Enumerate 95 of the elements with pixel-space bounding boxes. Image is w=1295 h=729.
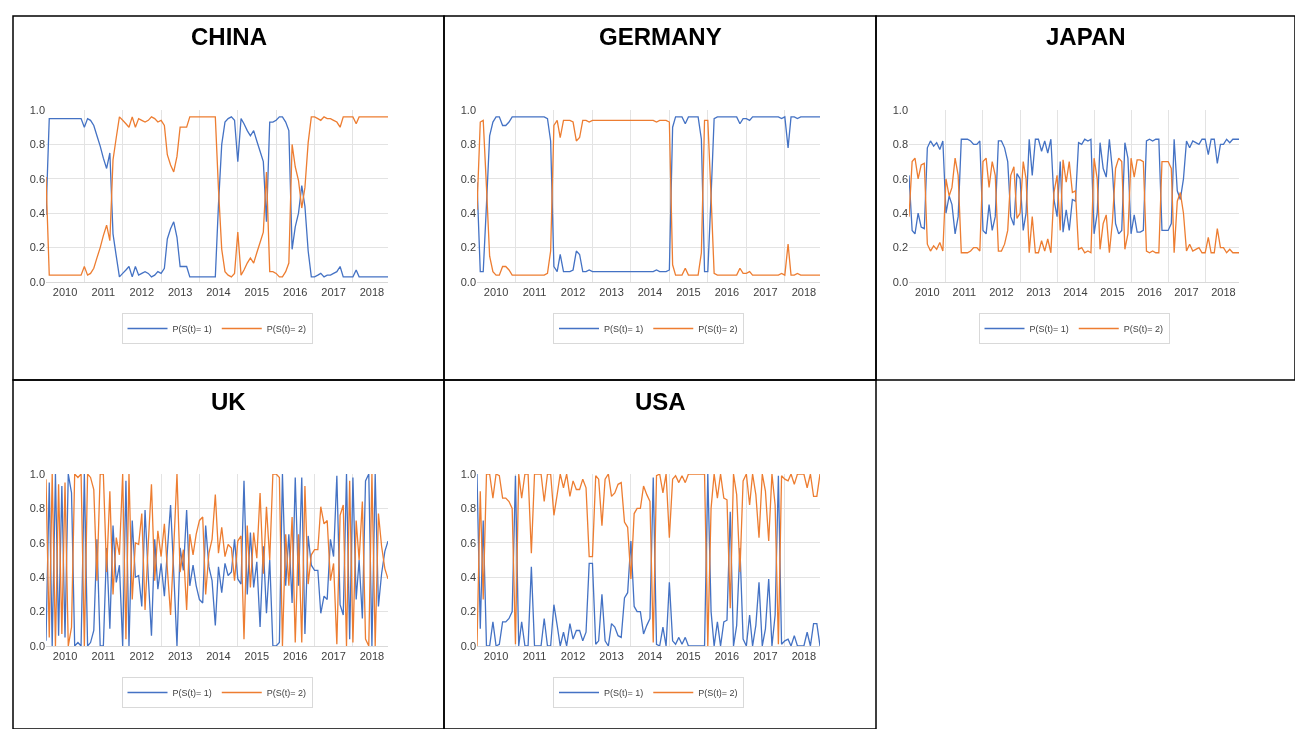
chart-title: CHINA [191,23,267,50]
legend-label: P(S(t)= 1) [1029,324,1069,335]
x-tick-label: 2010 [52,650,78,663]
x-tick-label: 2017 [321,650,346,663]
y-tick-label: 0.4 [460,207,476,220]
x-tick-label: 2018 [359,286,385,299]
x-tick-label: 2012 [129,286,155,299]
x-tick-label: 2018 [791,650,817,663]
chart-title: JAPAN [1046,23,1126,50]
y-tick-label: 1.0 [29,103,45,116]
x-tick-label: 2013 [599,650,624,663]
y-tick-label: 0.8 [29,138,45,151]
chart-title: GERMANY [599,23,722,50]
y-tick-label: 0.2 [892,241,908,254]
y-tick-label: 0.6 [29,536,45,549]
x-tick-label: 2014 [637,286,663,299]
x-tick-label: 2011 [91,650,116,663]
line-series [46,116,388,278]
x-tick-label: 2011 [522,650,547,663]
legend-label: P(S(t)= 2) [698,688,738,699]
y-tick-label: 0.0 [29,275,45,288]
y-tick-label: 0.6 [29,172,45,185]
legend-label: P(S(t)= 2) [266,688,307,699]
x-tick-label: 2012 [560,650,586,663]
x-tick-label: 2015 [244,650,270,663]
x-tick-label: 2015 [1100,286,1125,299]
x-tick-label: 2012 [129,650,155,663]
x-tick-label: 2018 [359,650,385,663]
y-tick-label: 1.0 [29,467,45,480]
x-tick-label: 2015 [676,650,701,663]
legend-label: P(S(t)= 1) [604,324,644,335]
x-tick-label: 2012 [560,286,586,299]
x-tick-label: 2018 [1211,286,1236,299]
y-tick-label: 0.6 [460,536,476,549]
x-tick-label: 2015 [676,286,701,299]
y-tick-label: 0.8 [892,138,908,151]
x-tick-label: 2016 [283,650,308,663]
legend-label: P(S(t)= 1) [172,688,212,699]
y-tick-label: 0.0 [892,275,908,288]
y-tick-label: 1.0 [892,103,908,116]
y-tick-label: 0.6 [892,172,908,185]
x-tick-label: 2013 [167,286,193,299]
legend-label: P(S(t)= 2) [698,324,738,335]
y-tick-label: 0.2 [460,241,476,254]
chart-title: USA [635,388,686,415]
y-tick-label: 1.0 [460,103,476,116]
y-tick-label: 0.8 [460,138,476,151]
y-tick-label: 0.2 [29,605,45,618]
x-tick-label: 2014 [1063,286,1088,299]
x-tick-label: 2017 [1174,286,1199,299]
line-series [909,138,1239,235]
x-tick-label: 2016 [283,286,308,299]
y-tick-label: 1.0 [460,467,476,480]
x-tick-label: 2013 [599,286,624,299]
y-tick-label: 0.4 [892,207,908,220]
x-tick-label: 2018 [791,286,817,299]
x-tick-label: 2010 [52,286,78,299]
x-tick-label: 2011 [952,286,977,299]
x-tick-label: 2010 [483,286,509,299]
x-tick-label: 2012 [989,286,1014,299]
line-series [909,157,1239,254]
legend-label: P(S(t)= 2) [266,324,307,335]
chart-title: UK [211,388,247,415]
x-tick-label: 2015 [244,286,270,299]
y-tick-label: 0.0 [460,275,476,288]
x-tick-label: 2017 [753,286,778,299]
x-tick-label: 2013 [1026,286,1051,299]
y-tick-label: 0.4 [29,571,45,584]
y-tick-label: 0.2 [460,605,476,618]
x-tick-label: 2016 [1137,286,1162,299]
y-tick-label: 0.6 [460,172,476,185]
x-tick-label: 2010 [915,286,940,299]
x-tick-label: 2010 [483,650,509,663]
line-series [477,474,820,646]
x-tick-label: 2013 [167,650,193,663]
x-tick-label: 2017 [753,650,778,663]
legend-label: P(S(t)= 1) [172,324,212,335]
legend-label: P(S(t)= 2) [1123,324,1164,335]
y-tick-label: 0.8 [29,502,45,515]
x-tick-label: 2011 [522,286,547,299]
x-tick-label: 2016 [714,650,740,663]
x-tick-label: 2017 [321,286,346,299]
x-tick-label: 2014 [206,286,231,299]
y-tick-label: 0.4 [460,571,476,584]
x-tick-label: 2011 [91,286,116,299]
y-tick-label: 0.4 [29,207,45,220]
x-tick-label: 2014 [206,650,231,663]
y-tick-label: 0.0 [460,639,476,652]
y-tick-label: 0.8 [460,502,476,515]
legend-label: P(S(t)= 1) [604,688,644,699]
line-series [46,474,388,646]
y-tick-label: 0.2 [29,241,45,254]
x-tick-label: 2016 [714,286,740,299]
y-tick-label: 0.0 [29,639,45,652]
x-tick-label: 2014 [637,650,663,663]
